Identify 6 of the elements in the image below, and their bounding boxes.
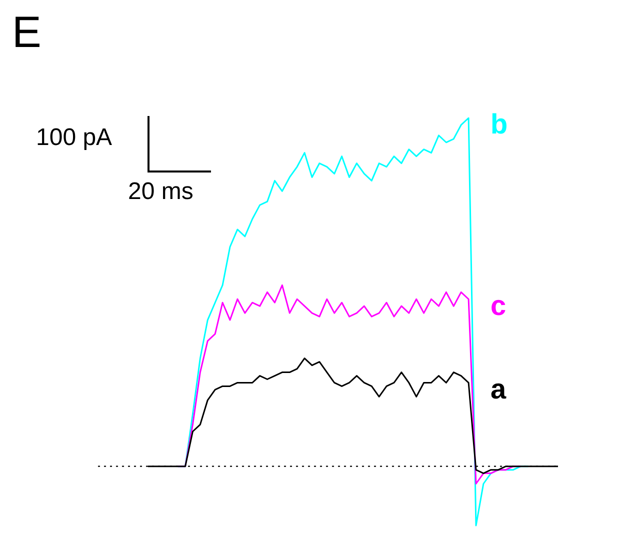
series-label: c xyxy=(490,290,506,321)
series-label: a xyxy=(490,373,507,404)
scale-bar: 100 pA 20 ms xyxy=(36,116,236,216)
annotation: 20 ms xyxy=(128,178,194,206)
chart-title: E xyxy=(12,8,42,58)
series-label: b xyxy=(490,108,508,140)
